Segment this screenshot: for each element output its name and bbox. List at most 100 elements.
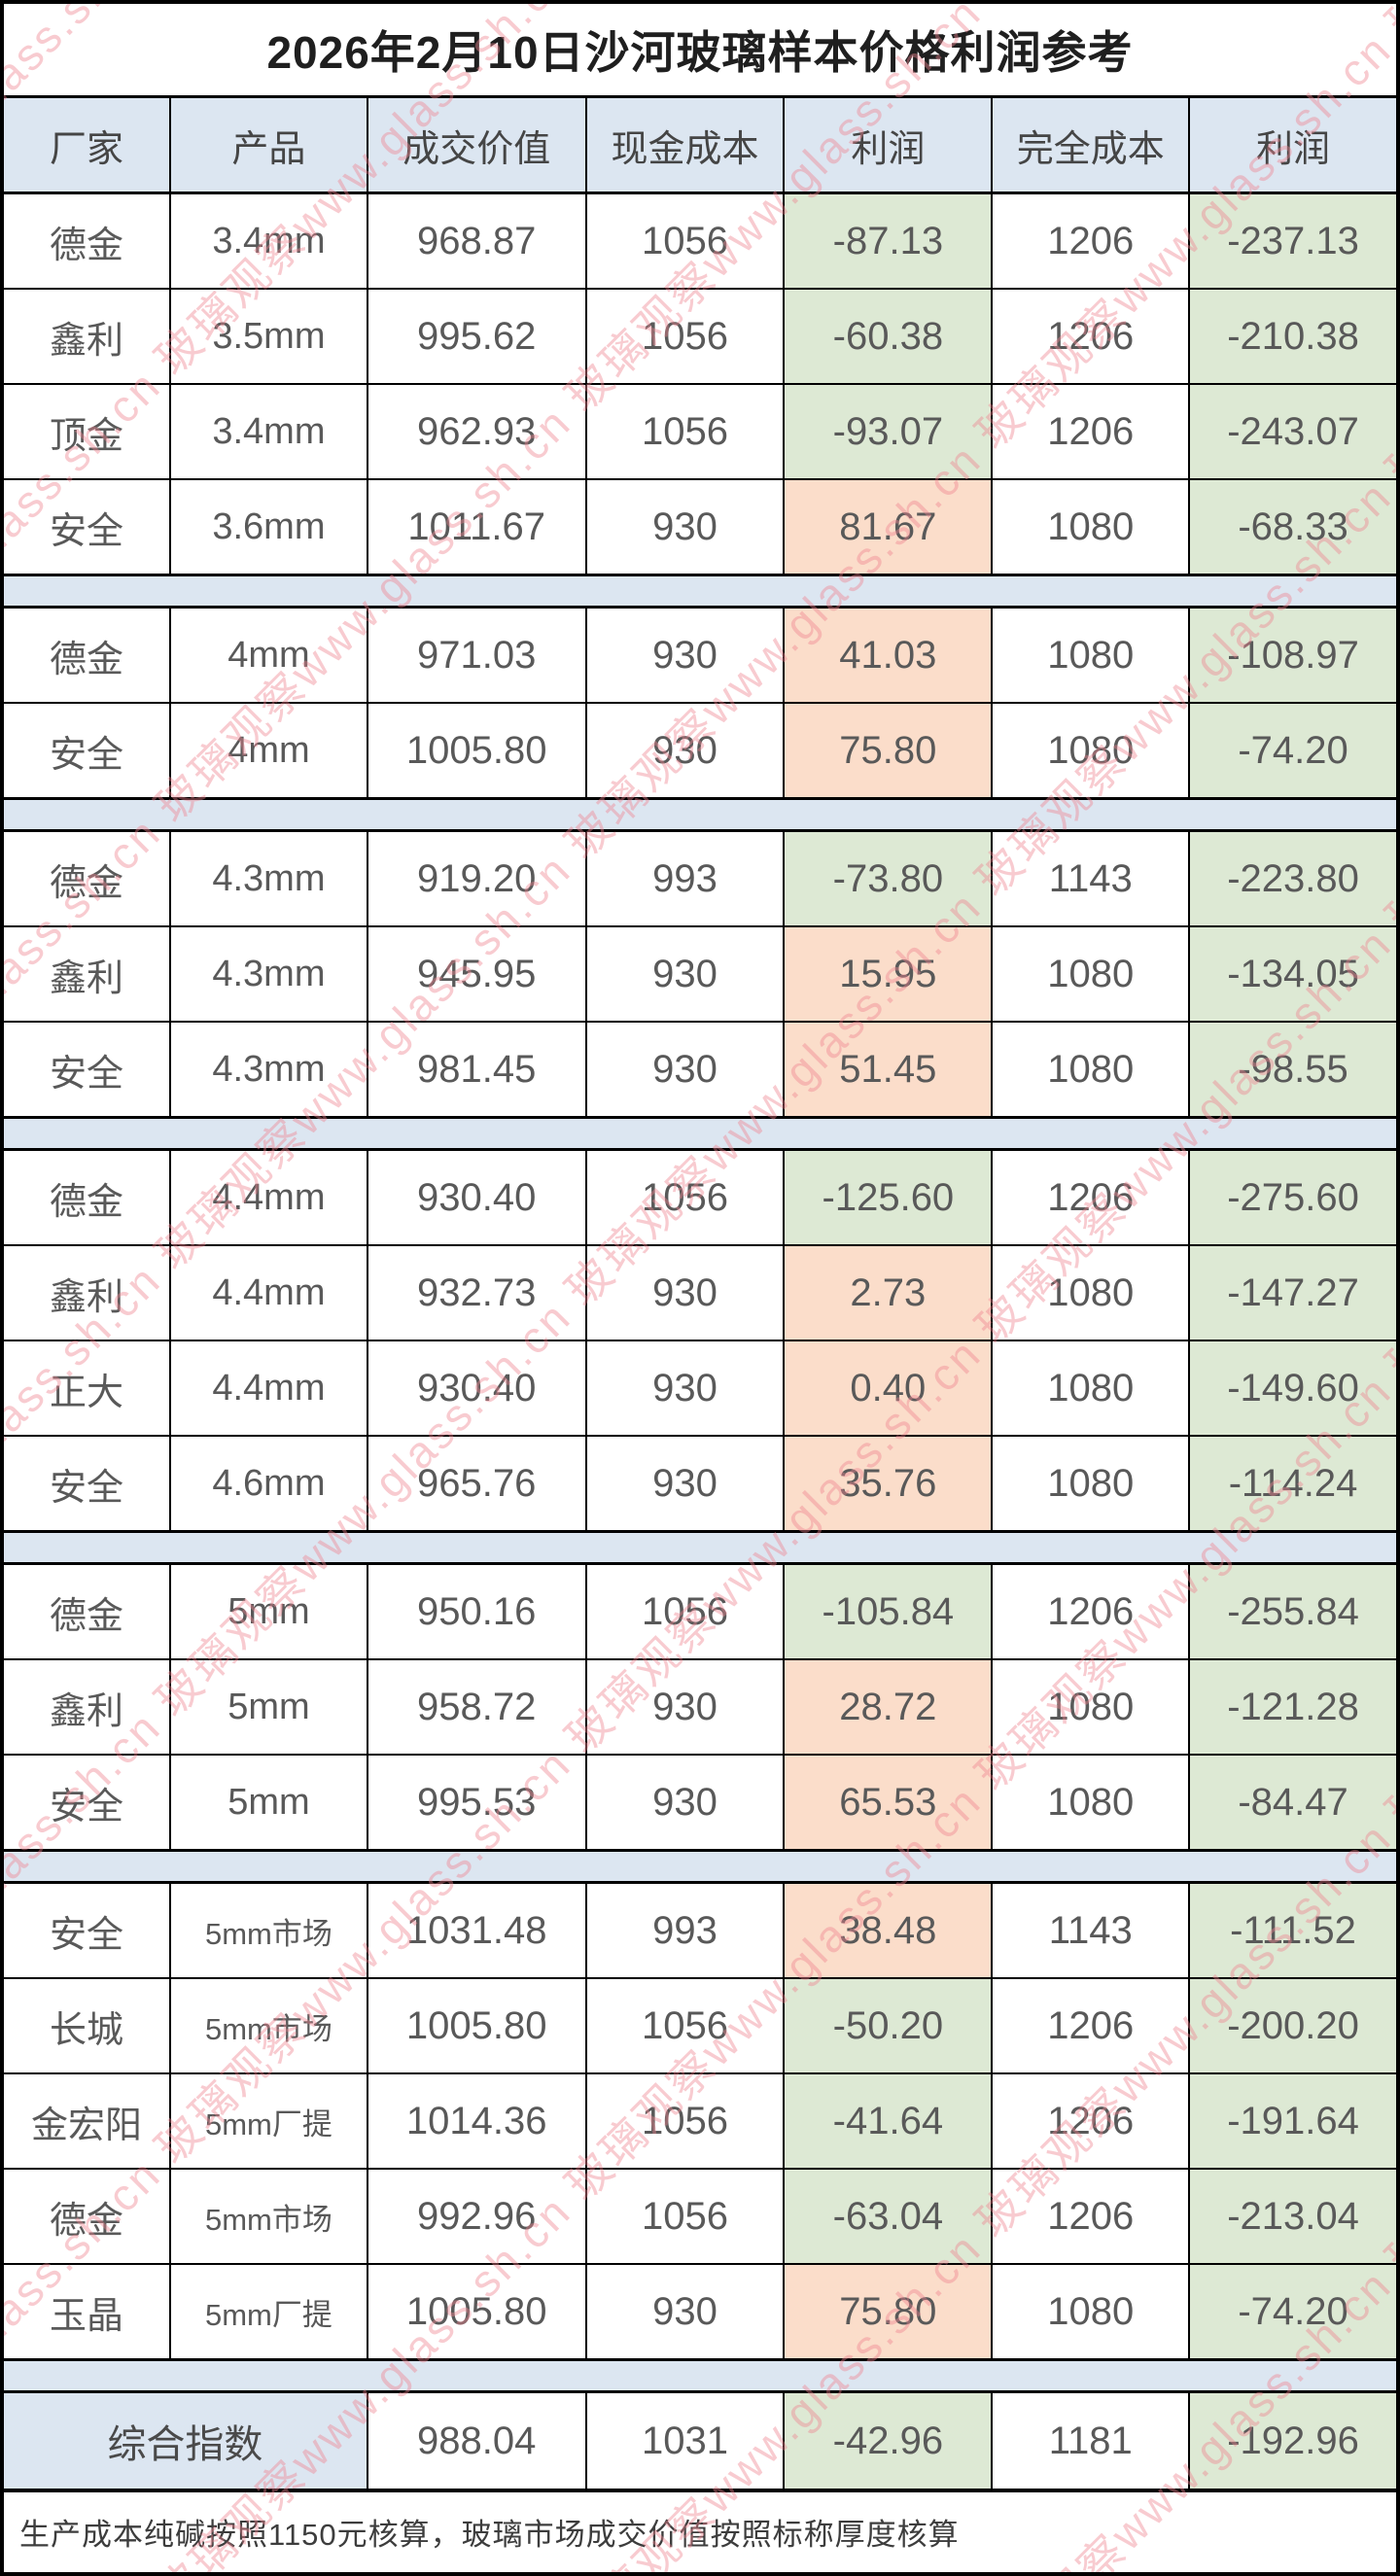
full-cost-cell: 1080	[993, 1023, 1191, 1118]
price-cell: 930.40	[368, 1151, 587, 1246]
full-cost-cell: 1080	[993, 1246, 1191, 1341]
factory-cell: 鑫利	[4, 1246, 171, 1341]
cash-cost-cell: 1056	[586, 1151, 786, 1246]
cash-cost-cell: 993	[586, 832, 786, 927]
full-profit-cell: -114.24	[1190, 1437, 1396, 1532]
product-cell: 5mm市场	[170, 2170, 368, 2265]
group-separator	[4, 799, 1396, 832]
price-cell: 1031.48	[368, 1884, 587, 1979]
full-cost-cell: 1080	[993, 704, 1191, 799]
factory-cell: 顶金	[4, 385, 171, 480]
price-cell: 1005.80	[368, 2265, 587, 2360]
factory-cell: 鑫利	[4, 927, 171, 1023]
full-profit-cell: -223.80	[1190, 832, 1396, 927]
full-profit-cell: -237.13	[1190, 194, 1396, 290]
full-profit-cell: -147.27	[1190, 1246, 1396, 1341]
group-separator	[4, 1851, 1396, 1884]
product-cell: 4mm	[170, 609, 368, 704]
full-cost-cell: 1206	[993, 2074, 1191, 2170]
cash-profit-cell: 2.73	[785, 1246, 994, 1341]
composite-index-label: 综合指数	[4, 2393, 368, 2489]
price-cell: 995.62	[368, 290, 587, 385]
cash-profit-cell: 0.40	[785, 1341, 994, 1437]
price-cell: 958.72	[368, 1660, 587, 1756]
full-cost-cell: 1080	[993, 1756, 1191, 1851]
cash-profit-cell: 28.72	[785, 1660, 994, 1756]
product-cell: 4.4mm	[170, 1151, 368, 1246]
factory-cell: 安全	[4, 1437, 171, 1532]
price-cell: 981.45	[368, 1023, 587, 1118]
cash-cost-cell: 1056	[586, 2170, 786, 2265]
full-cost-cell: 1080	[993, 927, 1191, 1023]
full-cost-cell: 1080	[993, 480, 1191, 575]
full-profit-cell: -149.60	[1190, 1341, 1396, 1437]
cash-profit-cell: 65.53	[785, 1756, 994, 1851]
cash-profit-cell: -63.04	[785, 2170, 994, 2265]
product-cell: 5mm市场	[170, 1979, 368, 2074]
cash-cost-cell: 993	[586, 1884, 786, 1979]
price-cell: 919.20	[368, 832, 587, 927]
factory-cell: 安全	[4, 704, 171, 799]
cash-cost-cell: 930	[586, 1437, 786, 1532]
cash-cost-cell: 1056	[586, 194, 786, 290]
product-cell: 4.6mm	[170, 1437, 368, 1532]
factory-cell: 德金	[4, 2170, 171, 2265]
composite-full-cost-cell: 1181	[993, 2393, 1191, 2489]
price-cell: 930.40	[368, 1341, 587, 1437]
price-cell: 992.96	[368, 2170, 587, 2265]
composite-cash-profit-cell: -42.96	[785, 2393, 994, 2489]
product-cell: 3.4mm	[170, 385, 368, 480]
full-profit-cell: -191.64	[1190, 2074, 1396, 2170]
product-cell: 5mm市场	[170, 1884, 368, 1979]
full-cost-cell: 1206	[993, 1979, 1191, 2074]
price-cell: 1014.36	[368, 2074, 587, 2170]
group-separator	[4, 1532, 1396, 1565]
cash-cost-cell: 930	[586, 704, 786, 799]
product-cell: 5mm	[170, 1660, 368, 1756]
column-header-5: 利润	[785, 98, 994, 194]
full-profit-cell: -275.60	[1190, 1151, 1396, 1246]
cash-profit-cell: 35.76	[785, 1437, 994, 1532]
cash-cost-cell: 1056	[586, 290, 786, 385]
price-cell: 971.03	[368, 609, 587, 704]
page-title: 2026年2月10日沙河玻璃样本价格利润参考	[4, 4, 1396, 98]
full-cost-cell: 1206	[993, 1565, 1191, 1660]
product-cell: 4.3mm	[170, 1023, 368, 1118]
cash-profit-cell: -87.13	[785, 194, 994, 290]
full-profit-cell: -108.97	[1190, 609, 1396, 704]
column-header-2: 产品	[170, 98, 368, 194]
full-cost-cell: 1080	[993, 609, 1191, 704]
cash-cost-cell: 930	[586, 927, 786, 1023]
product-cell: 4.4mm	[170, 1341, 368, 1437]
full-profit-cell: -121.28	[1190, 1660, 1396, 1756]
composite-full-profit-cell: -192.96	[1190, 2393, 1396, 2489]
cash-cost-cell: 930	[586, 1660, 786, 1756]
cash-cost-cell: 930	[586, 1023, 786, 1118]
product-cell: 3.4mm	[170, 194, 368, 290]
cash-profit-cell: -93.07	[785, 385, 994, 480]
factory-cell: 长城	[4, 1979, 171, 2074]
column-header-3: 成交价值	[368, 98, 587, 194]
price-cell: 1005.80	[368, 704, 587, 799]
price-cell: 932.73	[368, 1246, 587, 1341]
factory-cell: 玉晶	[4, 2265, 171, 2360]
factory-cell: 德金	[4, 1565, 171, 1660]
cash-profit-cell: 51.45	[785, 1023, 994, 1118]
product-cell: 4.3mm	[170, 832, 368, 927]
price-cell: 1005.80	[368, 1979, 587, 2074]
factory-cell: 德金	[4, 1151, 171, 1246]
full-profit-cell: -74.20	[1190, 2265, 1396, 2360]
cash-profit-cell: 81.67	[785, 480, 994, 575]
full-cost-cell: 1143	[993, 1884, 1191, 1979]
cash-cost-cell: 1056	[586, 2074, 786, 2170]
footnote: 生产成本纯碱按照1150元核算，玻璃市场成交价值按照标称厚度核算	[4, 2489, 1396, 2570]
price-cell: 962.93	[368, 385, 587, 480]
full-cost-cell: 1206	[993, 290, 1191, 385]
product-cell: 5mm	[170, 1756, 368, 1851]
full-cost-cell: 1206	[993, 1151, 1191, 1246]
full-profit-cell: -255.84	[1190, 1565, 1396, 1660]
full-profit-cell: -243.07	[1190, 385, 1396, 480]
price-cell: 945.95	[368, 927, 587, 1023]
composite-price-cell: 988.04	[368, 2393, 587, 2489]
cash-cost-cell: 1056	[586, 1979, 786, 2074]
